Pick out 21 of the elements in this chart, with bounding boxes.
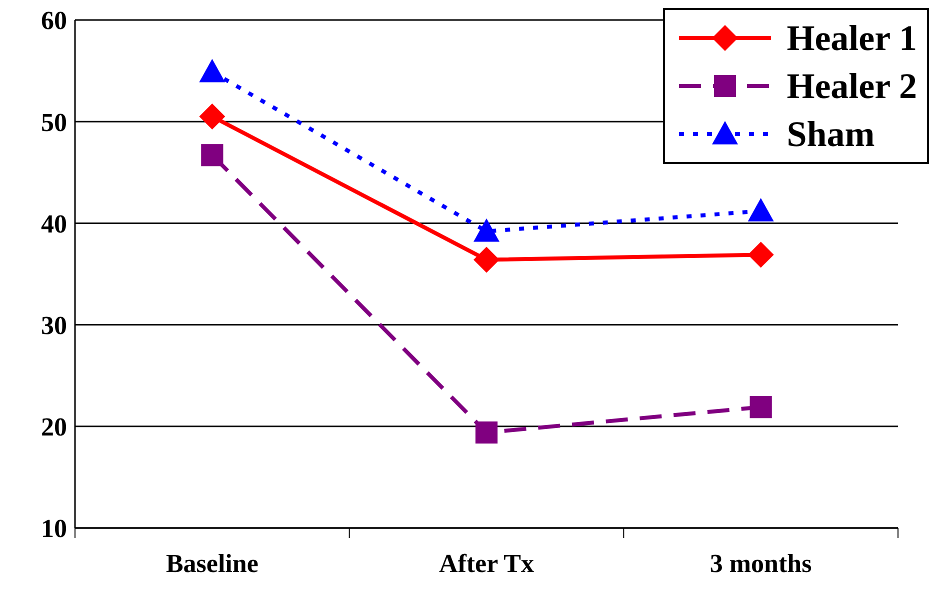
y-tick-label: 10 — [41, 514, 67, 544]
point — [199, 104, 226, 130]
x-tick-label: After Tx — [438, 549, 534, 578]
y-tick-label: 30 — [41, 311, 67, 340]
y-tick-label: 40 — [41, 209, 67, 238]
legend-label: Healer 2 — [786, 65, 917, 107]
point — [748, 242, 774, 268]
point — [748, 198, 774, 222]
point — [199, 58, 226, 82]
point — [475, 421, 498, 444]
legend-label: Healer 1 — [786, 17, 917, 59]
point — [474, 218, 500, 242]
y-tick-label: 50 — [41, 108, 67, 137]
legend-label: Sham — [786, 113, 875, 155]
y-tick-label: 20 — [41, 412, 67, 442]
point — [750, 396, 772, 418]
x-tick-label: 3 months — [710, 549, 812, 578]
point — [474, 246, 500, 273]
y-tick-label: 60 — [41, 6, 67, 36]
x-tick-label: Baseline — [166, 549, 258, 578]
point — [201, 144, 224, 166]
